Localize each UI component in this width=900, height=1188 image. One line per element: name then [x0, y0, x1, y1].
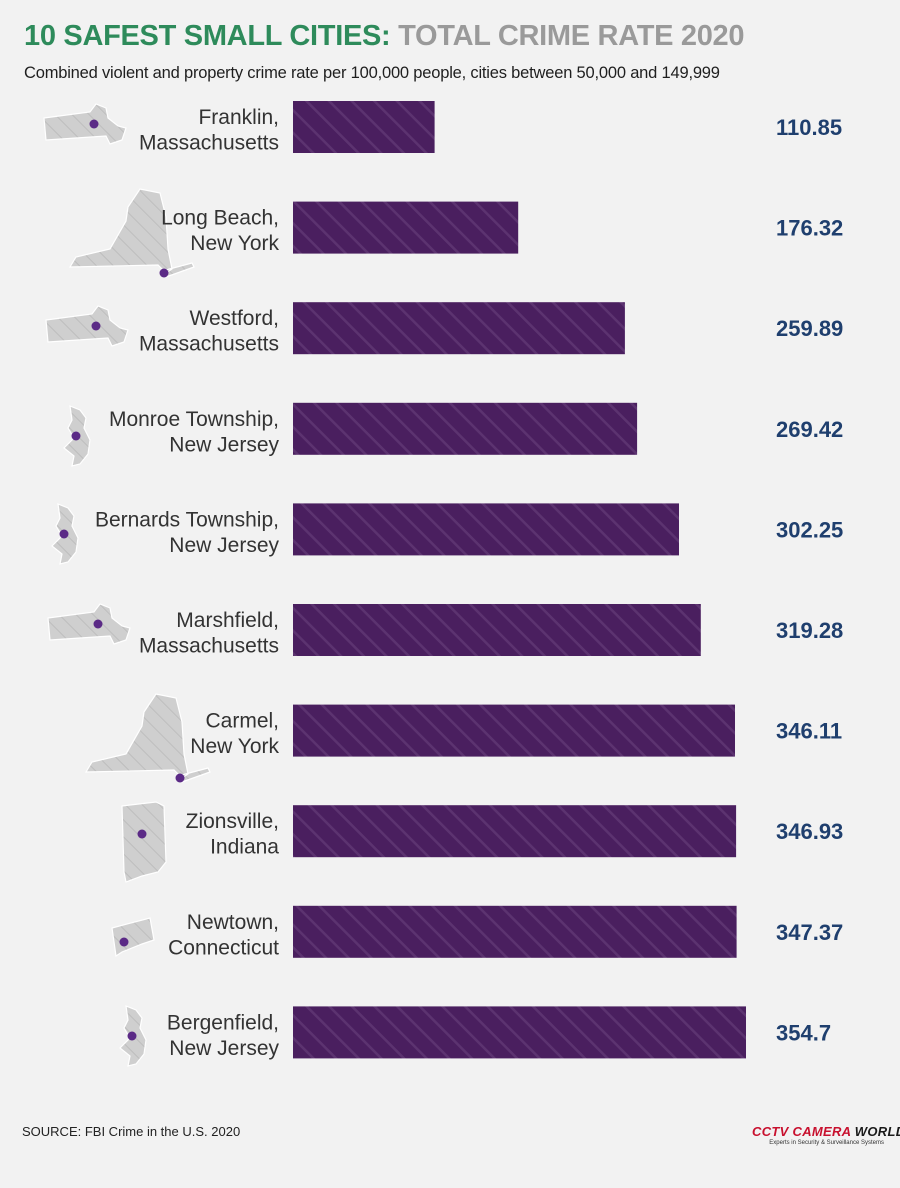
- bar: [293, 201, 519, 254]
- indiana-icon: [121, 801, 167, 883]
- category-label-line-2: New York: [190, 232, 279, 255]
- massachusetts-icon: [43, 103, 127, 145]
- chart-row-6: Marshfield, Massachusetts 319.28: [47, 603, 843, 658]
- value-label: 302.25: [776, 517, 843, 542]
- bar: [293, 101, 435, 153]
- city-dot: [137, 829, 147, 839]
- value-label: 346.11: [776, 719, 842, 744]
- massachusetts-icon: [47, 603, 131, 645]
- chart-row-1: Franklin, Massachusetts 110.85: [43, 101, 842, 155]
- value-label: 176.32: [776, 216, 843, 241]
- category-label-line-1: Bergenfield,: [167, 1011, 279, 1034]
- chart-subtitle: Combined violent and property crime rate…: [24, 64, 720, 82]
- bar: [293, 402, 638, 455]
- category-label-line-2: New Jersey: [169, 1037, 279, 1060]
- category-label-line-2: New York: [190, 735, 279, 758]
- bar: [293, 805, 737, 858]
- value-label: 346.93: [776, 819, 843, 844]
- category-label-line-1: Carmel,: [205, 710, 279, 733]
- bar: [293, 905, 737, 958]
- new-jersey-icon: [119, 1005, 147, 1067]
- category-label-line-2: Massachusetts: [139, 635, 279, 658]
- new-york-icon: [84, 693, 211, 783]
- value-label: 347.37: [776, 920, 843, 945]
- chart-row-9: Newtown,Connecticut 347.37: [111, 905, 843, 959]
- logo-brand: CCTV CAMERA WORLD: [752, 1124, 900, 1139]
- city-dot: [89, 119, 99, 129]
- title-part-2: TOTAL CRIME RATE 2020: [398, 20, 745, 52]
- bar: [293, 503, 679, 556]
- value-label: 269.42: [776, 417, 843, 442]
- city-dot: [93, 619, 103, 629]
- category-label-line-1: Zionsville,: [186, 810, 279, 833]
- category-label-line-1: Bernards Township,: [95, 508, 279, 531]
- category-label-line-1: Newtown,: [187, 911, 279, 934]
- chart-row-4: Monroe Township,New Jersey 269.42: [63, 402, 843, 467]
- category-label-line-1: Westford,: [190, 307, 279, 330]
- category-label-line-2: Massachusetts: [139, 132, 279, 155]
- chart-row-8: Zionsville, Indiana 346.93: [121, 801, 843, 883]
- category-label-line-2: New Jersey: [169, 433, 279, 456]
- city-dot: [175, 773, 185, 783]
- city-dot: [119, 937, 129, 947]
- connecticut-icon-shape: [111, 917, 155, 958]
- value-label: 354.7: [776, 1020, 831, 1045]
- chart-row-7: Carmel,New York 346.11: [84, 693, 842, 783]
- chart-row-10: Bergenfield, New Jersey 354.7: [119, 1005, 831, 1067]
- logo-tagline: Experts in Security & Surveillance Syste…: [769, 1140, 884, 1146]
- massachusetts-icon: [45, 305, 129, 347]
- category-label-line-2: Massachusetts: [139, 333, 279, 356]
- bar: [293, 302, 625, 355]
- city-dot: [159, 268, 169, 278]
- new-york-icon: [68, 188, 195, 278]
- category-label-line-1: Marshfield,: [176, 609, 279, 632]
- value-label: 110.85: [776, 115, 842, 140]
- chart-row-3: Westford, Massachusetts 259.89: [45, 302, 843, 356]
- source-note: SOURCE: FBI Crime in the U.S. 2020: [22, 1124, 241, 1139]
- massachusetts-icon-shape: [45, 305, 129, 347]
- logo-brand-part-1: CCTV CAMERA: [752, 1124, 851, 1139]
- new-jersey-icon: [51, 503, 79, 565]
- category-label-line-2: Indiana: [210, 836, 279, 859]
- value-label: 319.28: [776, 618, 843, 643]
- new-york-icon-shape: [68, 188, 195, 278]
- chart-row-5: Bernards Township, New Jersey 302.25: [51, 503, 843, 565]
- bar: [293, 704, 735, 757]
- city-dot: [91, 321, 101, 331]
- value-label: 259.89: [776, 316, 843, 341]
- chart-title: 10 SAFEST SMALL CITIES: TOTAL CRIME RATE…: [24, 20, 745, 53]
- bar: [293, 1006, 746, 1059]
- category-label-line-2: Connecticut: [168, 936, 279, 959]
- brand-logo: CCTV CAMERA WORLD Experts in Security & …: [752, 1124, 900, 1146]
- category-label-line-1: Long Beach,: [161, 207, 279, 230]
- category-label-line-2: New Jersey: [169, 534, 279, 557]
- new-jersey-icon: [63, 405, 91, 467]
- logo-brand-part-2: WORLD: [854, 1124, 900, 1139]
- city-dot: [127, 1031, 137, 1041]
- massachusetts-icon-shape: [43, 103, 127, 145]
- connecticut-icon: [111, 917, 155, 958]
- chart-row-2: Long Beach,New York 176.32: [68, 188, 843, 278]
- massachusetts-icon-shape: [47, 603, 131, 645]
- city-dot: [59, 529, 69, 539]
- indiana-icon-shape: [121, 801, 167, 883]
- category-label-line-1: Monroe Township,: [109, 408, 279, 431]
- title-part-1: 10 SAFEST SMALL CITIES:: [24, 20, 391, 52]
- bar: [293, 604, 701, 656]
- category-label-line-1: Franklin,: [198, 106, 279, 129]
- city-dot: [71, 431, 81, 441]
